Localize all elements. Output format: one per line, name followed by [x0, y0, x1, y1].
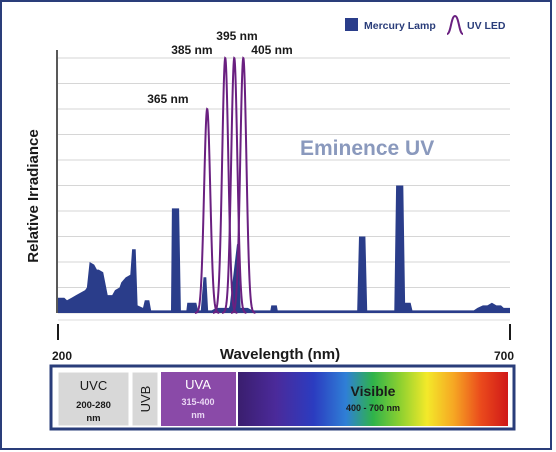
legend-label-uvled: UV LED: [467, 20, 506, 32]
uv-led-peak-395: [221, 56, 247, 314]
mercury-lamp-series: [58, 185, 510, 313]
legend-peak-icon: [446, 14, 464, 35]
band-uvc-name: UVC: [80, 378, 107, 393]
peak-label-365: 365 nm: [147, 92, 188, 106]
legend-swatch-mercury: [345, 18, 358, 31]
band-uvc-unit: nm: [86, 413, 100, 424]
uv-led-peak-385: [212, 56, 238, 314]
x-axis-label: Wavelength (nm): [220, 346, 340, 363]
band-visible-name: Visible: [351, 383, 396, 399]
spectrum-band-bar: UVC 200-280 nm UVB UVA 315-400 nm Visibl…: [49, 364, 516, 431]
watermark: Eminence UV: [300, 137, 434, 160]
band-uvc-range: 200-280: [76, 400, 111, 411]
band-uvc: [57, 371, 130, 427]
band-uvb: [131, 371, 159, 427]
band-visible: [238, 372, 508, 426]
peak-label-405: 405 nm: [251, 43, 292, 57]
band-uvb-name: UVB: [138, 386, 153, 413]
band-uva-unit: nm: [191, 410, 205, 420]
band-visible-range: 400 - 700 nm: [346, 403, 400, 413]
peak-label-395: 395 nm: [216, 29, 257, 43]
band-uva: [161, 372, 236, 426]
uv-led-peak-405: [230, 56, 256, 314]
band-uva-range: 315-400: [181, 397, 214, 407]
x-tick-label-700: 700: [494, 349, 514, 363]
x-tick-label-200: 200: [52, 349, 72, 363]
legend-label-mercury: Mercury Lamp: [364, 20, 436, 32]
uv-led-peak-365: [194, 107, 220, 314]
gridlines: [58, 57, 510, 314]
band-uva-name: UVA: [185, 377, 211, 392]
legend: Mercury Lamp UV LED: [345, 14, 506, 35]
peak-label-385: 385 nm: [171, 43, 212, 57]
y-axis-label: Relative Irradiance: [25, 129, 42, 262]
uv-led-series: [194, 56, 256, 314]
